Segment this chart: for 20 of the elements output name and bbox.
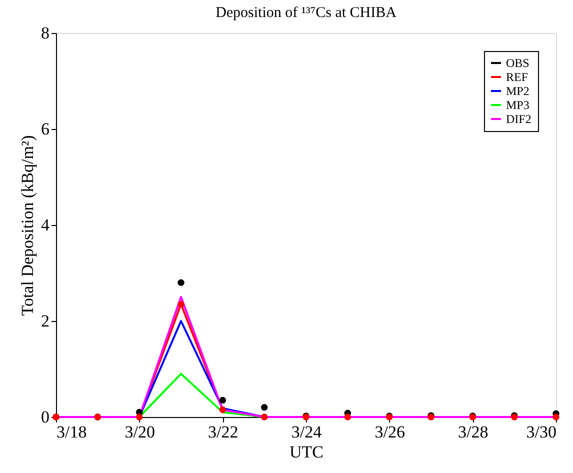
x-tick-label: 3/26: [374, 422, 405, 442]
legend-label: REF: [506, 70, 528, 84]
x-tick-label: 3/24: [291, 422, 322, 442]
legend-label: MP3: [506, 98, 530, 112]
y-tick-label: 2: [41, 312, 50, 330]
y-tick-label: 8: [41, 24, 50, 42]
x-tick-label: 3/28: [458, 422, 488, 442]
y-axis-title: Total Deposition (kBq/m²): [18, 135, 37, 316]
legend-label: DIF2: [506, 112, 532, 126]
x-tick-label: 3/18: [56, 422, 87, 442]
chart-title: Deposition of ¹³⁷Cs at CHIBA: [216, 5, 397, 21]
legend-label: OBS: [506, 56, 530, 70]
y-tick-label: 6: [41, 120, 50, 138]
y-tick-label: 0: [41, 408, 50, 426]
y-tick-label: 4: [41, 216, 50, 234]
x-tick-label: 3/30: [526, 422, 556, 442]
legend-label: MP2: [506, 84, 530, 98]
x-axis-title: UTC: [290, 442, 324, 462]
x-tick-label: 3/22: [208, 422, 238, 442]
x-tick-label: 3/20: [124, 422, 155, 442]
